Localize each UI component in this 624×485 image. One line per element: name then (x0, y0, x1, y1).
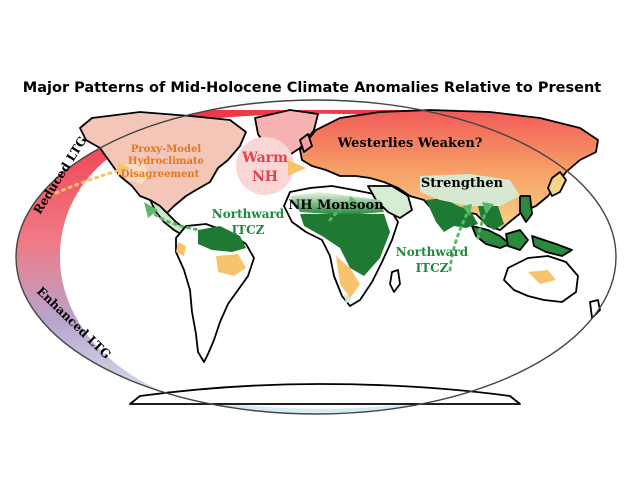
africa-itcz-arrow (328, 200, 354, 222)
borneo (505, 229, 529, 251)
se-asia-wet-patch (478, 206, 504, 230)
asia-itcz-arrow-1 (448, 210, 470, 272)
ltg-gradient-band (16, 100, 200, 414)
strengthen-label: Strengthen (421, 176, 504, 191)
madagascar (389, 269, 401, 293)
americas-arrowhead (144, 202, 158, 218)
africa-arrowhead (348, 196, 360, 210)
americas-itcz-label-line1: Northward (212, 207, 285, 221)
nh-monsoon-label: NH Monsoon (288, 198, 384, 213)
warm-nh-arrow (288, 160, 306, 176)
australia-dry-patch (528, 270, 556, 284)
warm-nh-label-line2: NH (252, 169, 278, 185)
cape-patch (344, 294, 352, 304)
globe-outline (15, 99, 617, 415)
asia-arrowhead-1 (462, 204, 472, 216)
british-isles (299, 133, 313, 153)
philippines (519, 195, 533, 223)
asia-arrowhead-2 (482, 202, 494, 214)
sahel-monsoon-band (290, 192, 384, 214)
new-zealand (589, 299, 601, 319)
westerlies-label: Westerlies Weaken? (337, 136, 483, 151)
proxy-model-label-line2: Hydroclimate (128, 156, 204, 167)
proxy-dotted-arrow (48, 168, 122, 198)
amazon-wet-patch (198, 226, 246, 252)
map-labels: Reduced LTG Enhanced LTG Proxy-Model Hyd… (31, 134, 504, 362)
africa-wet-patch (300, 214, 390, 276)
map-title: Major Patterns of Mid-Holocene Climate A… (22, 80, 602, 96)
proxy-model-label-line1: Proxy-Model (131, 144, 201, 155)
india-wet-patch (426, 198, 478, 232)
antarctica (129, 383, 521, 405)
hydroclimate-overlays (122, 137, 556, 304)
new-guinea (531, 235, 573, 257)
itcz-arrowheads (118, 162, 494, 218)
warm-nh-blob (236, 137, 294, 195)
east-asia-monsoon-band (420, 174, 520, 206)
andes-dry-patch (176, 242, 186, 256)
warm-nh-label-line1: Warm (241, 150, 288, 166)
asia-itcz-label-line2: ITCZ (416, 261, 449, 275)
southern-africa-dry-patch (336, 256, 360, 298)
japan (547, 171, 567, 197)
americas-itcz-label-line2: ITCZ (232, 223, 265, 237)
asia-itcz-label-line1: Northward (396, 245, 469, 259)
na-proxy-patch (122, 160, 150, 184)
itcz-arrows (48, 168, 490, 272)
south-america-dry-patch (216, 254, 246, 276)
proxy-arrowhead (118, 162, 130, 176)
proxy-model-label-line3: Disagreement (121, 169, 200, 180)
americas-itcz-arrow (148, 208, 202, 232)
